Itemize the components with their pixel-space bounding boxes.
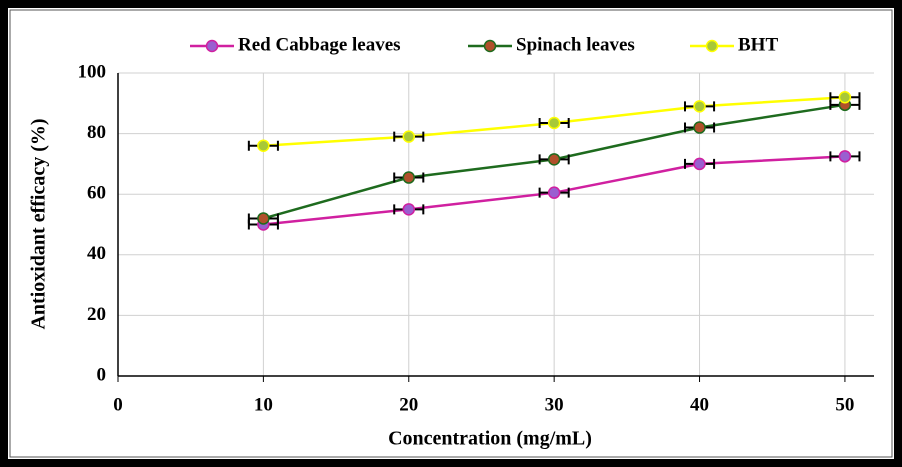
y-tick-label: 60: [87, 183, 106, 204]
legend-marker: [205, 39, 219, 53]
legend-label: Red Cabbage leaves: [238, 34, 401, 55]
marker: [547, 186, 561, 199]
legend-marker: [483, 39, 497, 53]
marker: [693, 157, 706, 171]
marker: [547, 116, 561, 130]
y-tick-label: 20: [87, 304, 106, 325]
marker: [838, 150, 852, 163]
x-tick-label: 20: [399, 394, 418, 415]
x-tick-label: 50: [835, 394, 854, 415]
marker: [402, 130, 416, 143]
inner-frame: [9, 9, 893, 458]
marker: [547, 153, 561, 166]
x-tick-label: 30: [545, 394, 564, 415]
marker: [693, 100, 706, 113]
marker: [838, 90, 852, 104]
y-tick-label: 40: [87, 243, 106, 264]
x-axis-label: Concentration (mg/mL): [388, 428, 592, 450]
legend-marker: [705, 39, 719, 53]
marker: [402, 171, 416, 184]
y-tick-label: 100: [78, 61, 107, 82]
marker: [257, 212, 270, 225]
marker: [402, 203, 416, 216]
legend-label: BHT: [738, 34, 778, 55]
y-tick-label: 0: [97, 364, 107, 385]
x-tick-label: 40: [690, 394, 709, 415]
x-tick-label: 0: [113, 394, 123, 415]
marker: [693, 121, 706, 134]
y-tick-label: 80: [87, 122, 106, 143]
x-tick-label: 10: [254, 394, 273, 415]
y-axis-label: Antioxidant efficacy (%): [28, 118, 50, 329]
marker: [257, 139, 270, 152]
legend-label: Spinach leaves: [516, 34, 635, 55]
